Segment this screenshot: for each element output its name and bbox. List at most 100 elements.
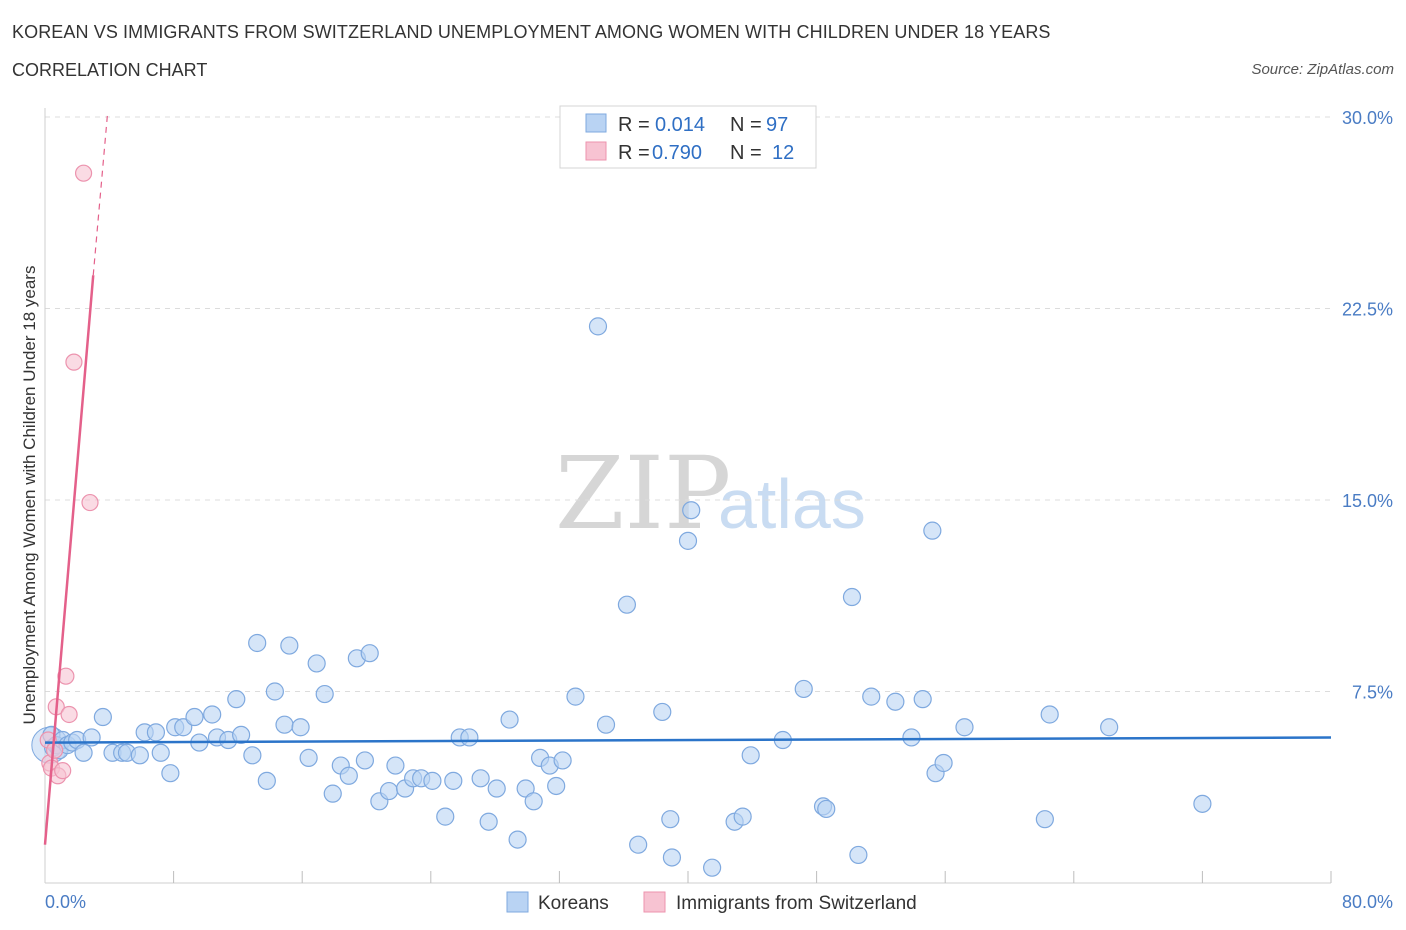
korean-points bbox=[31, 317, 1212, 877]
watermark-atlas: atlas bbox=[718, 465, 866, 543]
y-tick-label-0: 7.5% bbox=[1352, 683, 1393, 703]
korean-point-74 bbox=[678, 531, 698, 550]
swiss-point-8 bbox=[60, 705, 78, 724]
korean-point-66 bbox=[566, 687, 585, 706]
korean-point-23 bbox=[203, 705, 222, 724]
korean-point-72 bbox=[661, 810, 680, 829]
watermark-zip: ZIP bbox=[555, 435, 731, 552]
bottom-legend-swatch-korean bbox=[506, 891, 529, 913]
bottom-legend-swiss: Immigrants from Switzerland bbox=[676, 893, 917, 914]
korean-point-58 bbox=[500, 710, 519, 729]
korean-point-97 bbox=[1193, 794, 1212, 813]
korean-point-87 bbox=[886, 692, 905, 711]
y-tick-labels: 7.5% 15.0% 22.5% 30.0% bbox=[1342, 108, 1393, 703]
korean-point-54 bbox=[460, 728, 479, 747]
swiss-point-10 bbox=[74, 164, 93, 182]
y-tick-label-3: 30.0% bbox=[1342, 108, 1393, 128]
korean-point-91 bbox=[934, 753, 953, 773]
korean-point-21 bbox=[185, 707, 204, 727]
korean-point-43 bbox=[360, 644, 379, 663]
korean-point-33 bbox=[280, 636, 299, 655]
swiss-point-7 bbox=[57, 667, 75, 685]
korean-point-28 bbox=[243, 746, 262, 765]
korean-point-86 bbox=[862, 687, 881, 706]
swiss-point-11 bbox=[81, 493, 99, 512]
korean-point-96 bbox=[1100, 718, 1119, 737]
korean-point-17 bbox=[151, 743, 170, 762]
korean-point-92 bbox=[923, 521, 942, 540]
korean-point-64 bbox=[547, 776, 566, 796]
chart-title: KOREAN VS IMMIGRANTS FROM SWITZERLAND UN… bbox=[12, 22, 1051, 42]
y-axis-label: Unemployment Among Women with Children U… bbox=[20, 266, 39, 725]
x-tick-label-min: 0.0% bbox=[45, 892, 86, 912]
korean-point-70 bbox=[629, 835, 648, 854]
bottom-legend-swatch-swiss bbox=[643, 891, 666, 913]
x-tick-label-max: 80.0% bbox=[1342, 892, 1393, 912]
korean-point-50 bbox=[423, 771, 442, 790]
x-tick-marks bbox=[173, 871, 1332, 883]
korean-point-42 bbox=[355, 751, 374, 770]
korean-point-31 bbox=[265, 682, 284, 701]
korean-point-45 bbox=[379, 781, 399, 801]
korean-point-20 bbox=[174, 718, 193, 737]
korean-point-85 bbox=[849, 845, 868, 865]
swiss-point-9 bbox=[65, 353, 83, 371]
swiss-trendline-extension bbox=[92, 111, 109, 276]
korean-point-32 bbox=[275, 715, 294, 734]
legend-n-label-swiss: N = bbox=[730, 142, 762, 164]
y-tick-label-2: 22.5% bbox=[1342, 300, 1393, 320]
korean-point-93 bbox=[955, 718, 974, 737]
korean-point-27 bbox=[232, 725, 251, 745]
korean-point-37 bbox=[315, 684, 334, 704]
korean-point-36 bbox=[307, 654, 326, 673]
korean-point-65 bbox=[553, 751, 572, 770]
korean-point-95 bbox=[1040, 705, 1059, 724]
korean-point-61 bbox=[524, 792, 543, 811]
chart-subtitle: CORRELATION CHART bbox=[12, 60, 208, 80]
korean-point-76 bbox=[703, 858, 722, 877]
korean-point-69 bbox=[617, 595, 637, 614]
top-legend: R = 0.014 N = 97 R = 0.790 N = 12 bbox=[559, 105, 817, 169]
bottom-legend: Koreans Immigrants from Switzerland bbox=[506, 891, 917, 914]
korean-point-18 bbox=[161, 764, 180, 783]
korean-point-16 bbox=[146, 723, 166, 742]
korean-point-81 bbox=[794, 679, 813, 699]
swiss-point-6 bbox=[54, 762, 72, 780]
swiss-points bbox=[39, 164, 99, 785]
bottom-legend-korean: Koreans bbox=[538, 893, 609, 914]
korean-point-89 bbox=[913, 690, 932, 709]
korean-point-46 bbox=[386, 756, 405, 775]
legend-n-label-korean: N = bbox=[730, 114, 762, 136]
legend-n-value-swiss: 12 bbox=[772, 142, 794, 164]
y-tick-label-1: 15.0% bbox=[1342, 491, 1393, 511]
korean-point-79 bbox=[741, 746, 760, 765]
korean-point-57 bbox=[487, 779, 506, 798]
swiss-trendline bbox=[43, 275, 95, 845]
korean-point-73 bbox=[662, 848, 682, 867]
korean-point-40 bbox=[339, 766, 358, 785]
korean-point-78 bbox=[733, 807, 752, 826]
korean-point-88 bbox=[902, 728, 921, 747]
korean-trendline bbox=[44, 736, 1332, 744]
korean-point-30 bbox=[257, 771, 276, 790]
korean-point-71 bbox=[653, 702, 672, 722]
legend-swatch-swiss bbox=[585, 141, 607, 161]
korean-point-55 bbox=[471, 769, 490, 788]
korean-point-68 bbox=[596, 715, 616, 734]
korean-point-29 bbox=[248, 633, 267, 653]
trendlines bbox=[43, 111, 1332, 845]
korean-point-75 bbox=[682, 501, 701, 520]
korean-point-59 bbox=[508, 830, 527, 849]
korean-point-8 bbox=[74, 743, 93, 762]
source-credit: Source: ZipAtlas.com bbox=[1251, 61, 1394, 78]
legend-n-value-korean: 97 bbox=[766, 114, 788, 136]
korean-point-83 bbox=[817, 799, 836, 819]
legend-r-label-korean: R = bbox=[618, 114, 650, 136]
korean-point-14 bbox=[130, 746, 149, 765]
korean-point-56 bbox=[479, 812, 498, 831]
legend-r-value-swiss: 0.790 bbox=[652, 142, 702, 164]
legend-r-value-korean: 0.014 bbox=[655, 114, 705, 136]
korean-point-10 bbox=[93, 707, 112, 727]
korean-point-26 bbox=[227, 690, 246, 709]
